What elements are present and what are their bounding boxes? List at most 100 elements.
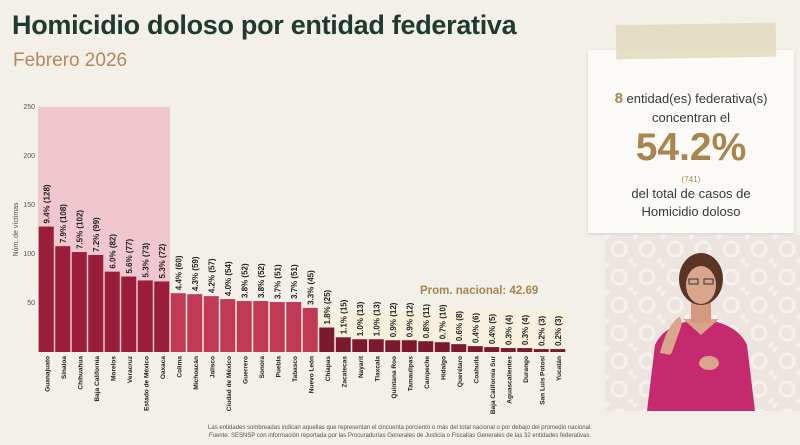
y-tick-label: 100 bbox=[23, 251, 35, 258]
category-label: Tlaxcala bbox=[374, 356, 381, 382]
bar-value-label: 0.3% (4) bbox=[521, 315, 530, 346]
category-label: Sonora bbox=[259, 356, 266, 379]
bar-value-label: 1.1% (15) bbox=[339, 299, 348, 334]
bar bbox=[220, 299, 236, 352]
bar-value-label: 1.0% (13) bbox=[372, 301, 381, 336]
bar-value-label: 4.0% (54) bbox=[224, 261, 233, 296]
bar-value-label: 3.7% (51) bbox=[273, 264, 282, 299]
bar bbox=[533, 349, 549, 352]
y-axis-label: Núm. de víctimas bbox=[13, 202, 20, 257]
bar-value-label: 0.2% (3) bbox=[554, 315, 563, 346]
bar-value-label: 0.8% (11) bbox=[422, 304, 431, 339]
y-tick-label: 200 bbox=[23, 153, 35, 160]
category-label: Tamaulipas bbox=[407, 356, 414, 392]
category-label: Coahuila bbox=[473, 356, 480, 384]
category-label: Yucatán bbox=[556, 356, 563, 381]
bar-value-label: 1.0% (13) bbox=[356, 301, 365, 336]
bar-value-label: 7.5% (102) bbox=[75, 210, 84, 249]
bar bbox=[187, 294, 203, 352]
bar bbox=[170, 293, 186, 352]
bar-value-label: 0.6% (8) bbox=[455, 311, 464, 342]
category-label: Oaxaca bbox=[160, 356, 167, 380]
bar bbox=[236, 301, 252, 352]
bar bbox=[104, 271, 120, 352]
bar bbox=[269, 302, 285, 352]
bar-value-label: 7.2% (99) bbox=[92, 217, 101, 252]
bar bbox=[550, 349, 566, 352]
bar bbox=[71, 252, 87, 352]
bar bbox=[302, 307, 318, 352]
y-tick-label: 150 bbox=[23, 202, 35, 209]
bar-value-label: 0.7% (10) bbox=[438, 304, 447, 339]
footnote-source: Fuente: SESNSP con información reportada… bbox=[208, 433, 592, 439]
bar bbox=[38, 226, 54, 352]
homicide-bar-chart: 50 100 150 200 250 Núm. de víctimas 9.4% (128)… bbox=[13, 104, 566, 415]
average-label: Prom. nacional: 42.69 bbox=[420, 285, 538, 297]
category-label: Tabasco bbox=[292, 356, 299, 382]
category-label: Estado de México bbox=[143, 356, 150, 411]
bar-value-label: 4.2% (57) bbox=[207, 258, 216, 293]
card-entity-count: 8 bbox=[614, 90, 623, 107]
category-label: Morelos bbox=[110, 356, 117, 381]
bar bbox=[467, 346, 483, 352]
bar-value-label: 0.2% (3) bbox=[537, 315, 546, 346]
bar bbox=[401, 340, 417, 352]
bar-value-label: 6.0% (82) bbox=[108, 234, 117, 269]
bar bbox=[319, 327, 335, 352]
bar bbox=[484, 347, 500, 352]
card-entities-line: 8 entidad(es) federativa(s) bbox=[588, 90, 794, 107]
sign-language-interpreter-video bbox=[605, 235, 800, 411]
category-label: Zacatecas bbox=[341, 356, 348, 388]
bar-value-label: 3.8% (52) bbox=[240, 263, 249, 298]
category-label: Baja California bbox=[94, 356, 101, 402]
bar-value-label: 5.3% (73) bbox=[141, 242, 150, 277]
card-concentrate-text: concentran el bbox=[651, 110, 731, 125]
card-case-count: (741) bbox=[681, 175, 701, 184]
card-percent: 54.2% bbox=[635, 126, 747, 169]
bar bbox=[121, 276, 137, 352]
category-label: Nayarit bbox=[358, 355, 365, 378]
category-label: Guanajuato bbox=[44, 356, 51, 392]
bar bbox=[500, 348, 516, 352]
category-label: Chihuahua bbox=[77, 356, 84, 390]
interpreter-figure bbox=[647, 253, 755, 411]
card-total-text: del total de casos de bbox=[631, 186, 751, 201]
bar-value-label: 5.6% (77) bbox=[125, 239, 134, 274]
page-title: Homicidio doloso por entidad federativa bbox=[12, 10, 517, 40]
bar-value-label: 0.9% (12) bbox=[405, 302, 414, 337]
summary-card: 8 entidad(es) federativa(s) concentran e… bbox=[588, 50, 794, 233]
bar bbox=[517, 348, 533, 352]
category-label: Querétaro bbox=[457, 356, 464, 387]
bar bbox=[335, 337, 351, 352]
category-label: Veracruz bbox=[127, 355, 134, 383]
bar-value-label: 0.4% (6) bbox=[471, 313, 480, 344]
y-tick-label: 250 bbox=[23, 104, 35, 111]
card-crime-text: Homicidio doloso bbox=[641, 204, 741, 219]
bar bbox=[253, 301, 269, 352]
category-label: Chiapas bbox=[325, 356, 332, 382]
bar-value-label: 7.9% (108) bbox=[59, 204, 68, 243]
bar bbox=[88, 254, 104, 352]
page-subtitle: Febrero 2026 bbox=[13, 50, 128, 71]
bar bbox=[154, 281, 170, 352]
bar-value-label: 3.7% (51) bbox=[290, 264, 299, 299]
category-label: Nuevo León bbox=[308, 356, 315, 393]
tape-decoration bbox=[615, 22, 777, 60]
category-label: Baja California Sur bbox=[490, 356, 497, 415]
bar-value-label: 0.3% (4) bbox=[504, 315, 513, 346]
footnotes: Las entidades sombreadas indican aquella… bbox=[150, 424, 650, 440]
bar-value-label: 3.8% (52) bbox=[257, 263, 266, 298]
footnote-shading: Las entidades sombreadas indican aquella… bbox=[208, 425, 592, 431]
bar bbox=[451, 344, 467, 352]
category-label: Aguascalientes bbox=[506, 356, 513, 404]
category-label: Michoacán bbox=[193, 356, 200, 390]
bar-value-label: 0.4% (5) bbox=[488, 314, 497, 345]
category-label: Ciudad de México bbox=[226, 356, 233, 411]
bar bbox=[418, 341, 434, 352]
bar-value-label: 3.3% (45) bbox=[306, 270, 315, 305]
bar bbox=[368, 339, 384, 352]
category-label: Quintana Roo bbox=[391, 356, 398, 399]
bar bbox=[203, 296, 219, 352]
category-label: Campeche bbox=[424, 356, 431, 389]
bar bbox=[286, 302, 302, 352]
